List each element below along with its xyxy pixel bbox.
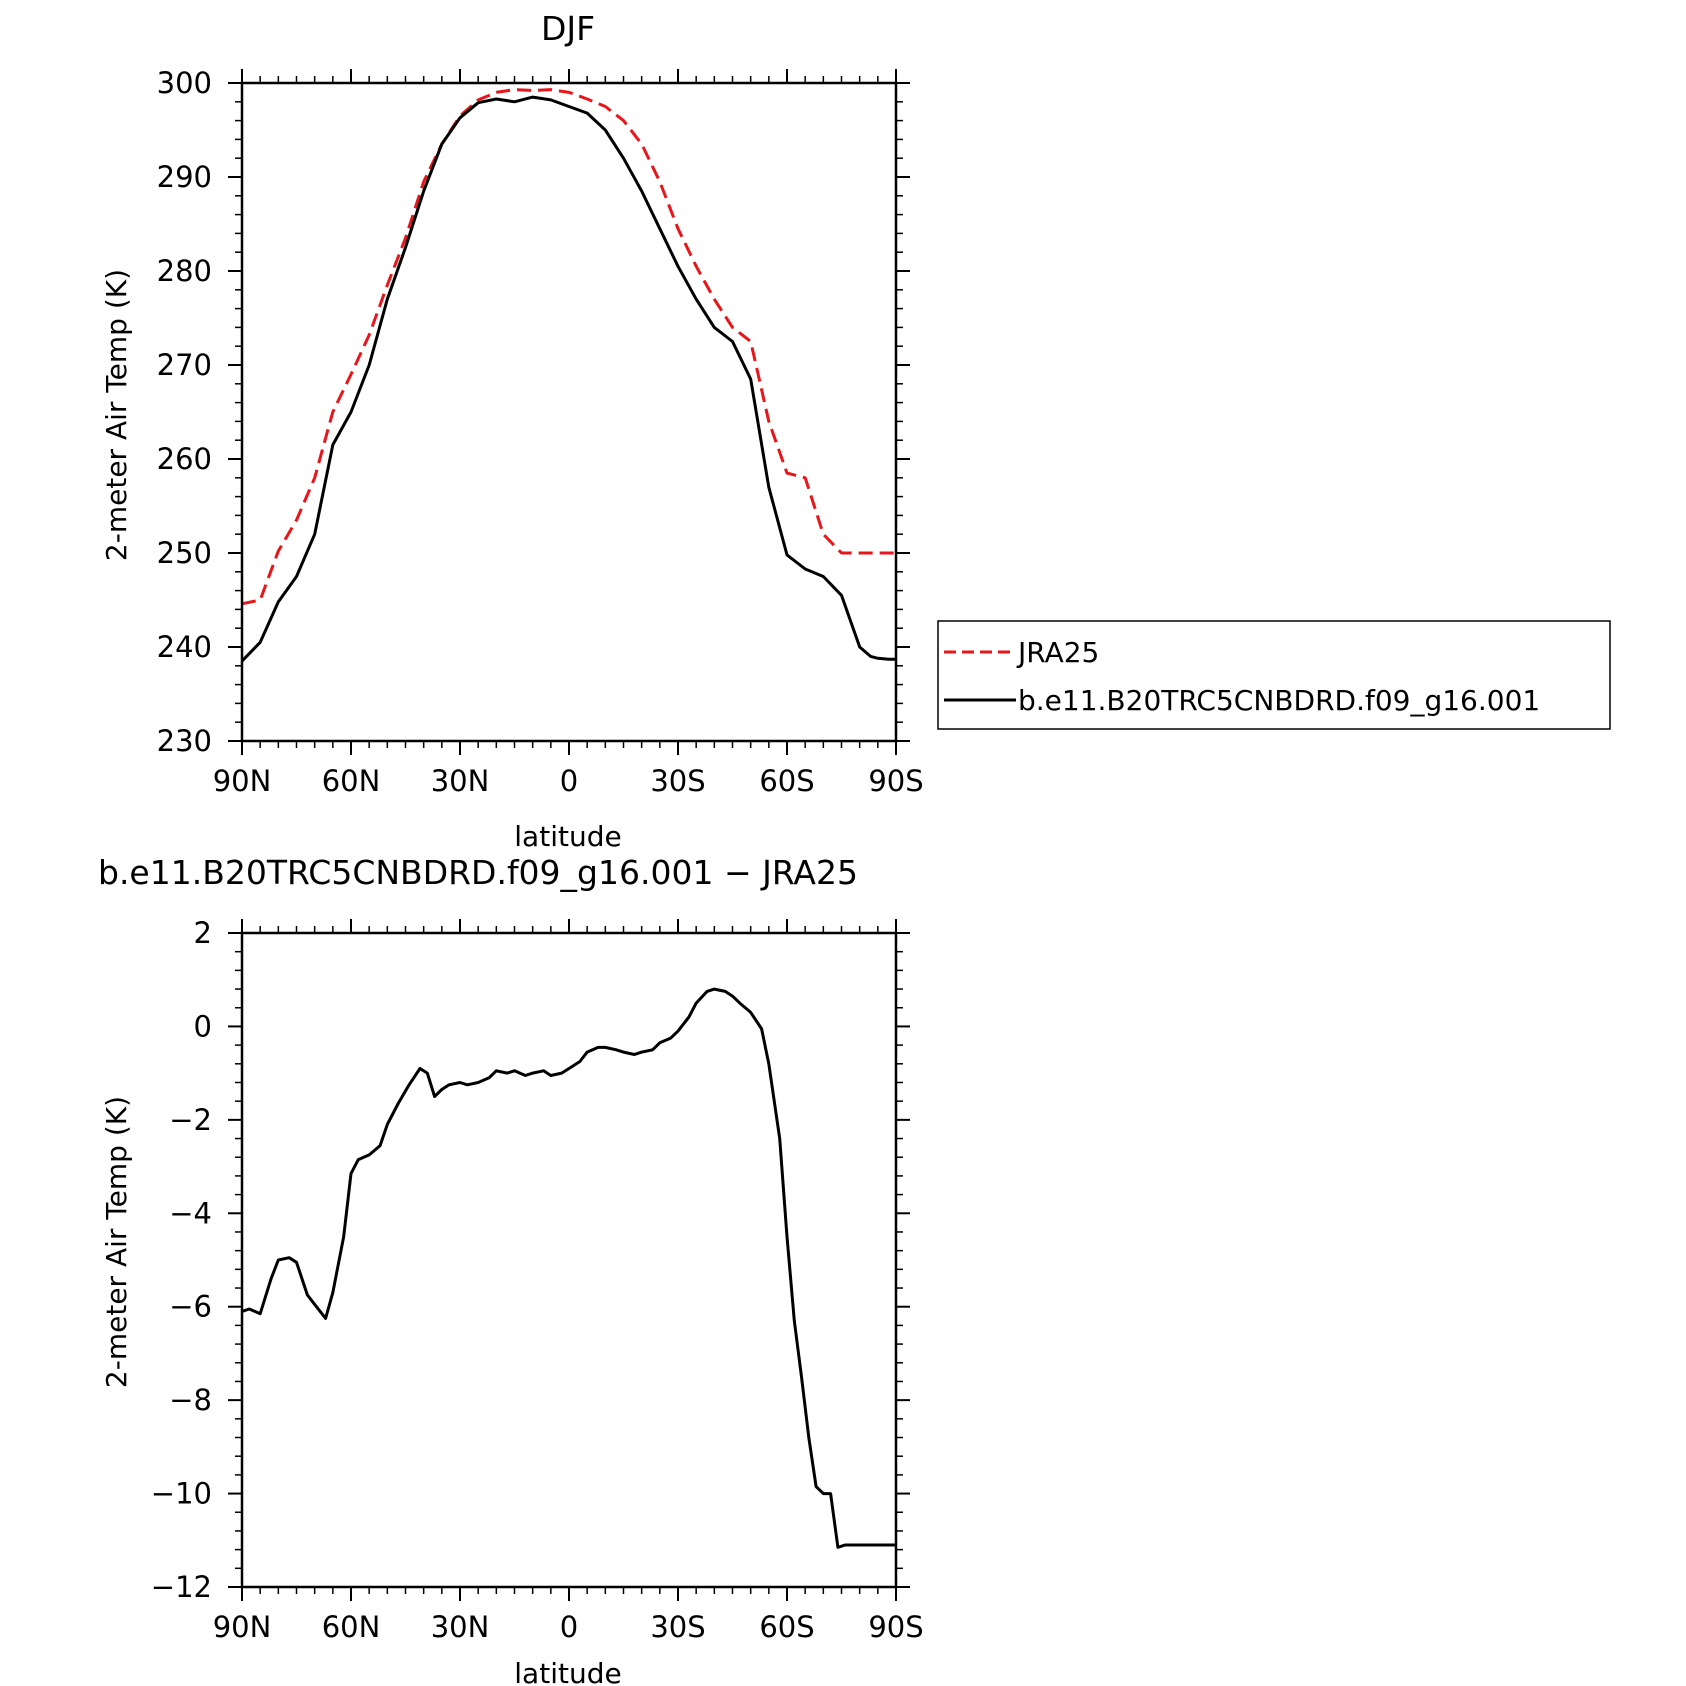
top-x-tick-label: 90N (213, 764, 272, 798)
top-y-tick-label: 260 (157, 442, 212, 476)
bottom-plot-frame (240, 931, 898, 1589)
bottom-x-tick-label: 30N (431, 1610, 490, 1644)
bottom-y-tick-label: 2 (194, 916, 212, 950)
panel-zonal-mean: DJF 2-meter Air Temp (K) latitude 90N 60N… (100, 9, 924, 853)
top-y-tick-label: 230 (157, 724, 212, 758)
bottom-plot-area (241, 987, 896, 1549)
top-plot-area (240, 88, 896, 663)
bottom-y-tick-label: −8 (169, 1383, 212, 1417)
bottom-x-tick-label: 60N (322, 1610, 381, 1644)
top-x-tick-label: 60S (759, 764, 814, 798)
top-x-tick-label: 90S (868, 764, 923, 798)
bottom-y-tick-label: −10 (151, 1477, 212, 1511)
bottom-y-tick-label: −4 (169, 1196, 212, 1230)
top-series-line-0 (241, 88, 896, 606)
top-plot-frame (240, 81, 898, 743)
legend-label-jra25: JRA25 (1016, 636, 1099, 669)
top-y-tick-label: 280 (157, 254, 212, 288)
top-chart-title: DJF (541, 9, 595, 48)
top-y-tick-label: 300 (157, 66, 212, 100)
top-x-tick-label: 0 (560, 764, 578, 798)
top-y-tick-label: 290 (157, 160, 212, 194)
bottom-y-axis-label: 2-meter Air Temp (K) (100, 1096, 133, 1388)
bottom-x-tick-label: 90S (868, 1610, 923, 1644)
top-x-axis-label: latitude (514, 820, 621, 853)
bottom-x-tick-label: 60S (759, 1610, 814, 1644)
bottom-series-line-0 (241, 987, 896, 1549)
bottom-chart-title: b.e11.B20TRC5CNBDRD.f09_g16.001 − JRA25 (98, 853, 858, 892)
legend: JRA25 b.e11.B20TRC5CNBDRD.f09_g16.001 (937, 620, 1611, 730)
bottom-y-tick-label: −2 (169, 1103, 212, 1137)
top-x-tick-label: 30S (650, 764, 705, 798)
legend-box (937, 620, 1611, 730)
top-y-tick-label: 250 (157, 536, 212, 570)
bottom-axis-ticks: 90N 60N 30N 0 30S 60S 90S −12 −10 −8 −6 −4 −2 0 2 (151, 916, 924, 1644)
bottom-y-tick-label: −6 (169, 1290, 212, 1324)
bottom-y-tick-label: 0 (194, 1009, 212, 1043)
top-x-tick-label: 60N (322, 764, 381, 798)
bottom-y-tick-label: −12 (151, 1570, 212, 1604)
top-x-tick-label: 30N (431, 764, 490, 798)
bottom-x-tick-label: 0 (560, 1610, 578, 1644)
bottom-x-tick-label: 90N (213, 1610, 272, 1644)
top-axis-ticks: 90N 60N 30N 0 30S 60S 90S 230 240 250 260 270 280 290… (157, 66, 924, 798)
bottom-x-tick-label: 30S (650, 1610, 705, 1644)
top-series-line-1 (240, 95, 896, 663)
top-y-tick-label: 240 (157, 630, 212, 664)
legend-label-model: b.e11.B20TRC5CNBDRD.f09_g16.001 (1018, 684, 1540, 717)
panel-difference: b.e11.B20TRC5CNBDRD.f09_g16.001 − JRA25 … (98, 853, 924, 1686)
top-y-axis-label: 2-meter Air Temp (K) (100, 269, 133, 561)
bottom-x-axis-label: latitude (514, 1657, 621, 1686)
top-y-tick-label: 270 (157, 348, 212, 382)
